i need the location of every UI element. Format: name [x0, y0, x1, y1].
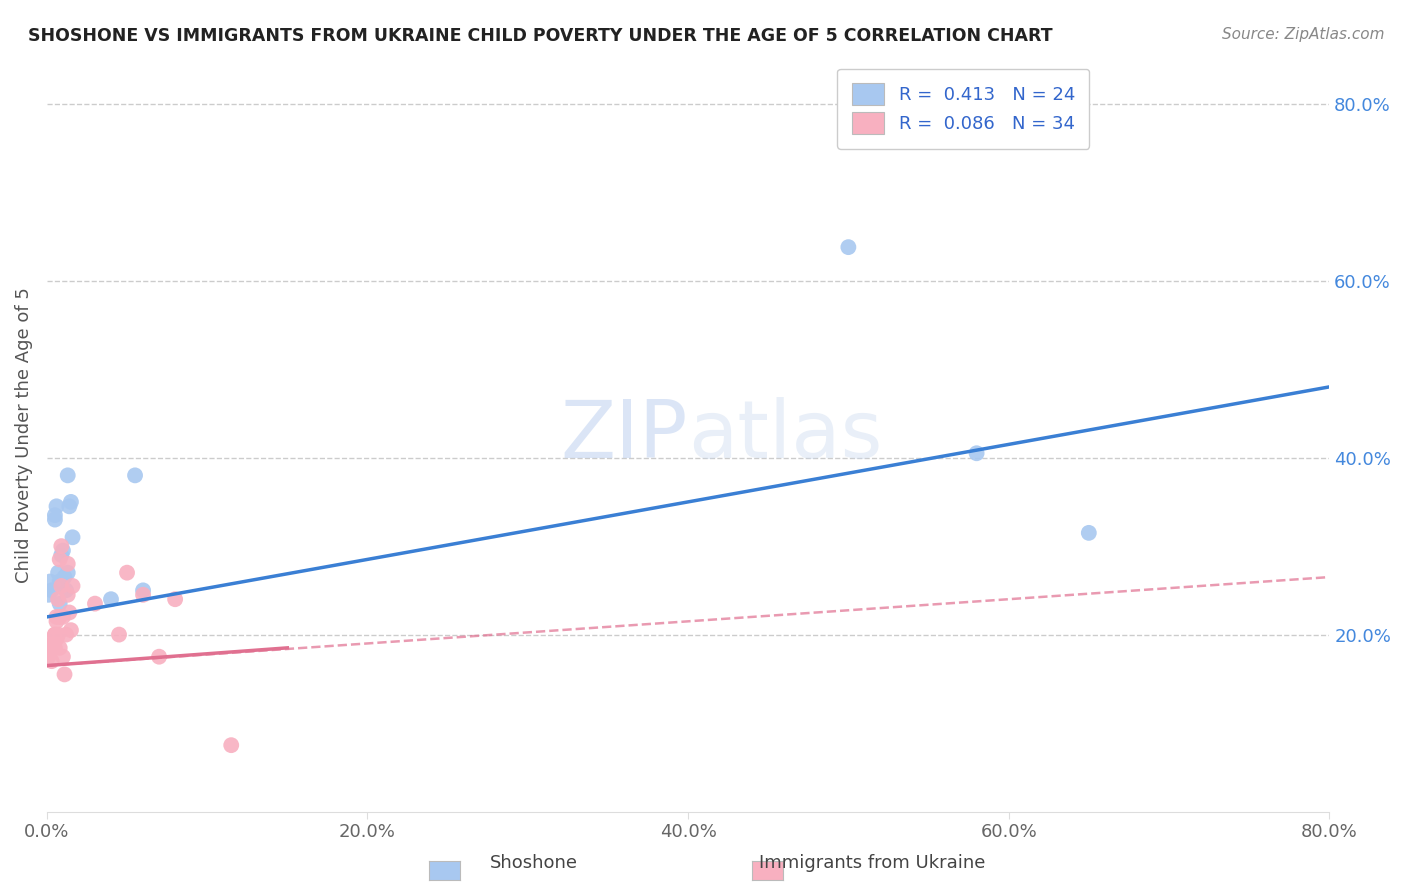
Point	[100, 592, 122, 607]
Point	[53, 570, 76, 584]
Point	[56, 588, 79, 602]
Point	[108, 627, 131, 641]
Legend: R =  0.413   N = 24, R =  0.086   N = 34: R = 0.413 N = 24, R = 0.086 N = 34	[837, 69, 1090, 149]
Point	[148, 649, 170, 664]
Point	[84, 597, 107, 611]
Point	[45, 632, 67, 646]
Point	[837, 240, 859, 254]
Point	[52, 610, 75, 624]
Point	[966, 446, 988, 460]
Point	[51, 539, 73, 553]
Point	[52, 543, 75, 558]
Text: Source: ZipAtlas.com: Source: ZipAtlas.com	[1222, 27, 1385, 42]
Text: SHOSHONE VS IMMIGRANTS FROM UKRAINE CHILD POVERTY UNDER THE AGE OF 5 CORRELATION: SHOSHONE VS IMMIGRANTS FROM UKRAINE CHIL…	[28, 27, 1053, 45]
Point	[132, 583, 155, 598]
Point	[45, 500, 67, 514]
Point	[37, 588, 59, 602]
Point	[58, 500, 80, 514]
Point	[41, 583, 63, 598]
Text: atlas: atlas	[688, 397, 883, 475]
Point	[53, 667, 76, 681]
Text: ZIP: ZIP	[561, 397, 688, 475]
Point	[58, 606, 80, 620]
Point	[37, 649, 59, 664]
Point	[44, 508, 66, 523]
Point	[52, 649, 75, 664]
Point	[39, 640, 62, 655]
Point	[48, 552, 70, 566]
Point	[124, 468, 146, 483]
Point	[62, 579, 84, 593]
Y-axis label: Child Poverty Under the Age of 5: Child Poverty Under the Age of 5	[15, 287, 32, 583]
Point	[56, 566, 79, 580]
Point	[46, 566, 69, 580]
Point	[42, 636, 65, 650]
Point	[46, 627, 69, 641]
Point	[59, 495, 82, 509]
Point	[55, 583, 77, 598]
Point	[219, 738, 242, 752]
Point	[46, 592, 69, 607]
Point	[45, 610, 67, 624]
Point	[55, 627, 77, 641]
Point	[42, 632, 65, 646]
Text: Immigrants from Ukraine: Immigrants from Ukraine	[758, 855, 986, 872]
Point	[115, 566, 138, 580]
Point	[48, 610, 70, 624]
Point	[48, 574, 70, 589]
Text: Shoshone: Shoshone	[491, 855, 578, 872]
Point	[44, 513, 66, 527]
Point	[62, 530, 84, 544]
Point	[48, 597, 70, 611]
Point	[45, 615, 67, 629]
Point	[51, 548, 73, 562]
Point	[165, 592, 187, 607]
Point	[44, 627, 66, 641]
Point	[56, 468, 79, 483]
Point	[48, 640, 70, 655]
Point	[1077, 525, 1099, 540]
Point	[41, 654, 63, 668]
Point	[59, 623, 82, 637]
Point	[51, 579, 73, 593]
Point	[44, 640, 66, 655]
Point	[132, 588, 155, 602]
Point	[39, 574, 62, 589]
Point	[44, 627, 66, 641]
Point	[56, 557, 79, 571]
